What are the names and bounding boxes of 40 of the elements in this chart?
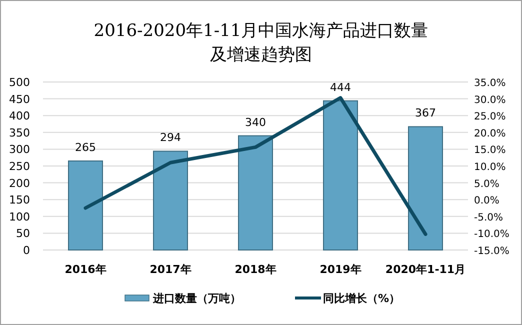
legend-label: 进口数量（万吨） [152,292,241,305]
y-tick-label: 0 [23,244,30,257]
y-tick-label: 500 [9,76,30,89]
bar [153,150,188,250]
y-tick-label: 250 [9,160,30,173]
bar [238,135,273,250]
y-tick-label: 150 [9,194,30,207]
x-tick-label: 2020年1-11月 [385,263,466,276]
y2-tick-label: 25.0% [474,112,506,123]
chart-title: 2016-2020年1-11月中国水海产品进口数量及增速趋势图 [94,21,428,65]
x-tick-label: 2018年 [234,263,276,276]
y-tick-label: 400 [9,110,30,123]
y2-tick-label: 0.0% [474,196,500,207]
y2-tick-label: -5.0% [474,212,504,224]
y-tick-label: 300 [9,143,30,156]
bar [323,100,358,250]
data-label: 444 [330,80,351,94]
data-label: 340 [245,116,266,129]
y2-tick-label: 15.0% [474,145,506,156]
y2-tick-label: 35.0% [474,78,506,89]
y-tick-label: 50 [16,227,30,240]
y-tick-label: 200 [9,176,30,190]
x-tick-label: 2016年 [64,263,106,276]
data-label: 294 [160,131,181,144]
y-tick-label: 450 [9,92,30,106]
y2-tick-label: -10.0% [474,229,510,240]
bar [68,160,103,250]
y2-tick-label: 30.0% [474,94,506,106]
data-label: 265 [75,140,96,154]
y2-tick-label: -15.0% [474,246,510,257]
data-label: 367 [415,106,436,120]
y2-tick-label: 10.0% [474,162,506,173]
y-tick-label: 100 [9,210,30,224]
x-tick-label: 2017年 [150,263,192,276]
x-tick-label: 2019年 [320,263,362,276]
y-tick-label: 350 [9,126,30,140]
legend-label: 同比增长（%） [323,292,400,305]
y2-tick-label: 5.0% [474,178,500,190]
y2-tick-label: 20.0% [474,128,506,140]
bar [408,126,443,250]
